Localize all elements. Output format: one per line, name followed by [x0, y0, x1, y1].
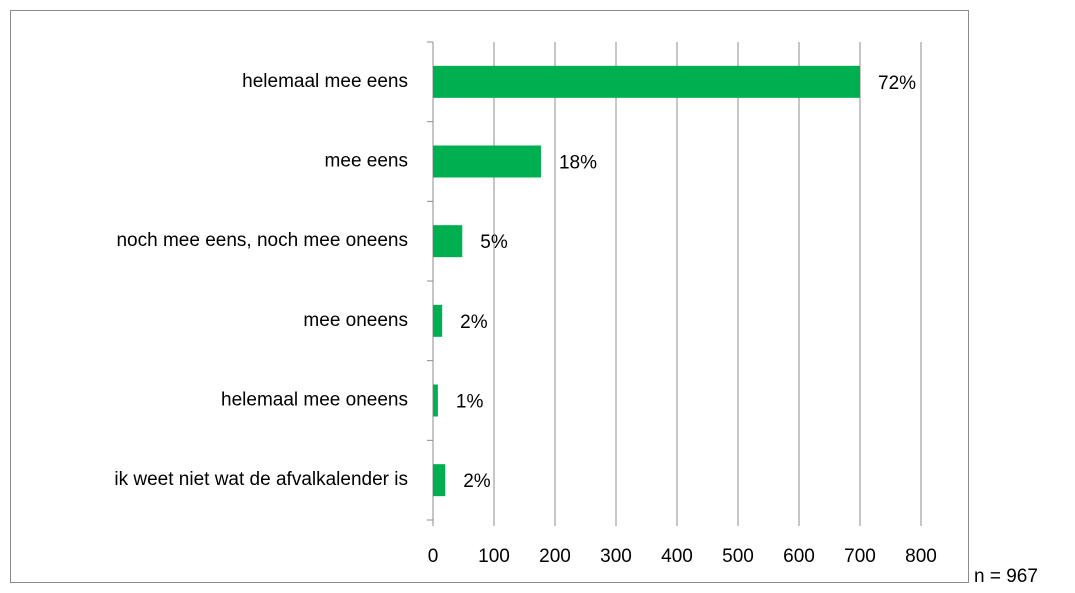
data-label: 1%	[456, 392, 484, 413]
x-tick-label: 400	[661, 546, 693, 567]
x-tick-label: 0	[428, 546, 439, 567]
data-label: 72%	[878, 73, 916, 94]
y-tick-label: mee oneens	[303, 310, 408, 331]
x-tick-label: 700	[844, 546, 876, 567]
x-tick-label: 600	[783, 546, 815, 567]
bar	[433, 384, 438, 417]
x-tick-label: 100	[478, 546, 510, 567]
y-tick-label: noch mee eens, noch mee oneens	[116, 230, 408, 251]
bar	[433, 65, 860, 98]
data-label: 18%	[559, 153, 597, 174]
x-tick-label: 500	[722, 546, 754, 567]
data-label: 5%	[480, 232, 508, 253]
bar	[433, 464, 446, 497]
x-tick-label: 300	[600, 546, 632, 567]
bar	[433, 225, 463, 258]
x-tick-label: 800	[905, 546, 937, 567]
bar	[433, 304, 443, 337]
data-label: 2%	[463, 471, 491, 492]
annotation: n = 967	[974, 566, 1038, 587]
chart-border	[10, 10, 969, 583]
bar	[433, 145, 541, 178]
y-tick-label: mee eens	[325, 151, 408, 172]
y-tick-label: helemaal mee oneens	[221, 390, 408, 411]
x-tick-label: 200	[539, 546, 571, 567]
y-tick-label: ik weet niet wat de afvalkalender is	[114, 469, 408, 490]
data-label: 2%	[460, 312, 488, 333]
y-tick-label: helemaal mee eens	[242, 71, 408, 92]
